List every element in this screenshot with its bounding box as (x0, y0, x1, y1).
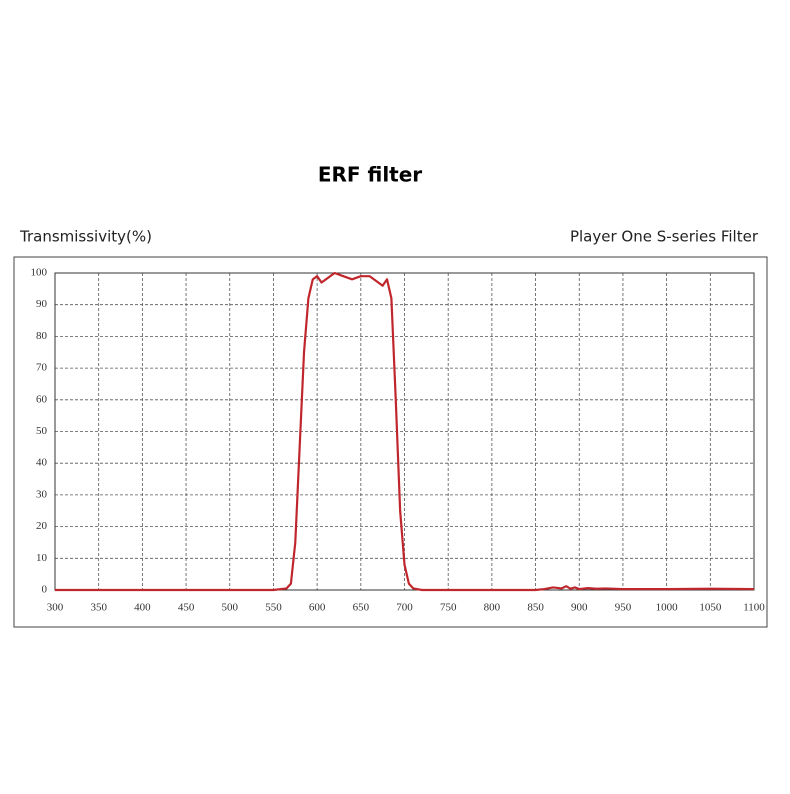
x-tick-label: 800 (484, 602, 501, 614)
frame (13, 256, 768, 628)
y-tick-label: 100 (31, 267, 48, 279)
y-tick-label: 20 (36, 520, 48, 532)
x-tick-label: 900 (571, 602, 588, 614)
line (55, 271, 755, 592)
x-tick-label: 300 (47, 602, 64, 614)
x-tick-label: 650 (353, 602, 370, 614)
x-tick-label: 550 (265, 602, 282, 614)
x-tick-label: 750 (440, 602, 457, 614)
y-tick-label: 90 (36, 298, 48, 310)
y-tick-label: 80 (36, 330, 48, 342)
x-tick-label: 400 (134, 602, 151, 614)
y-axis-label: Transmissivity(%) (19, 228, 152, 246)
y-tick-label: 40 (36, 457, 48, 469)
x-tick-label: 350 (90, 602, 107, 614)
plot-area (54, 272, 755, 591)
y-tick-label: 70 (36, 362, 48, 374)
x-tick-label: 1100 (743, 602, 765, 614)
x-tick-label: 1000 (656, 602, 679, 614)
x-tick-label: 600 (309, 602, 326, 614)
y-tick-label: 50 (36, 425, 48, 437)
chart-title: ERF filter (318, 163, 422, 187)
x-tick-label: 1050 (699, 602, 722, 614)
y-tick-label: 0 (42, 584, 48, 596)
x-tick-label: 850 (527, 602, 544, 614)
y-tick-label: 10 (36, 552, 48, 564)
y-tick-label: 60 (36, 393, 48, 405)
annotation: Player One S-series Filter (570, 228, 759, 246)
x-tick-label: 950 (615, 602, 632, 614)
x-tick-label: 700 (396, 602, 413, 614)
x-tick-label: 450 (178, 602, 195, 614)
x-tick-label: 500 (222, 602, 239, 614)
y-tick-label: 30 (36, 488, 48, 500)
